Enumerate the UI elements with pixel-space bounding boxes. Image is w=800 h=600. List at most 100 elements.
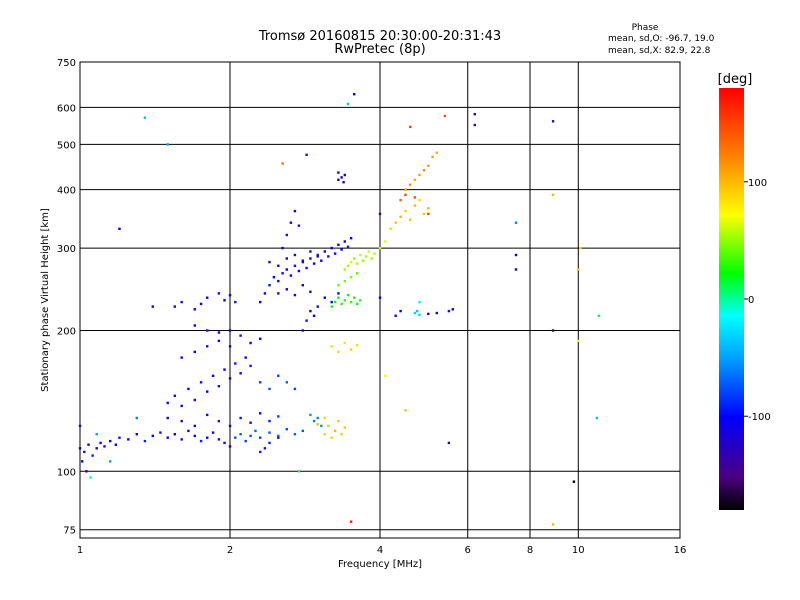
data-point <box>268 260 271 264</box>
data-point <box>378 212 382 216</box>
data-point <box>244 356 247 359</box>
data-point <box>259 337 262 340</box>
data-point <box>327 255 330 258</box>
data-point <box>234 300 237 304</box>
data-point <box>223 299 226 302</box>
data-point <box>597 314 601 317</box>
data-point <box>281 272 284 275</box>
data-point <box>89 476 92 479</box>
x-tick-label: 6 <box>465 545 471 556</box>
y-tick-label: 100 <box>57 467 76 478</box>
data-point <box>399 198 402 202</box>
data-point <box>337 171 340 174</box>
data-point <box>223 441 226 445</box>
data-point <box>180 356 183 359</box>
data-point <box>277 292 280 295</box>
data-point <box>418 300 421 304</box>
data-point <box>418 173 421 177</box>
colorbar-label: [deg] <box>718 72 753 87</box>
data-point <box>422 169 426 172</box>
data-point <box>193 324 196 327</box>
data-point <box>293 433 297 436</box>
data-point <box>99 441 102 445</box>
data-point <box>228 293 232 297</box>
data-point <box>127 438 130 441</box>
data-point <box>323 433 326 436</box>
data-point <box>447 309 451 313</box>
data-point <box>367 250 371 253</box>
data-point <box>217 419 221 423</box>
data-point <box>427 207 430 210</box>
data-point <box>166 416 169 420</box>
data-point <box>422 212 426 216</box>
data-point <box>285 381 288 384</box>
data-point <box>239 416 242 420</box>
data-point <box>180 300 183 304</box>
data-point <box>330 345 333 348</box>
data-point <box>151 434 154 438</box>
data-point <box>293 253 297 257</box>
data-point <box>228 377 232 380</box>
data-point <box>316 255 319 258</box>
data-point <box>443 114 447 118</box>
data-point <box>281 246 284 250</box>
data-point <box>330 246 333 250</box>
data-point <box>206 296 209 299</box>
data-point <box>435 311 438 315</box>
data-point <box>297 224 301 227</box>
data-point <box>346 102 350 106</box>
data-point <box>316 416 319 420</box>
data-point <box>404 193 407 196</box>
data-point <box>551 120 555 123</box>
data-point <box>333 252 337 255</box>
data-point <box>409 125 412 129</box>
data-point <box>249 364 252 368</box>
data-point <box>346 245 350 248</box>
data-point <box>343 426 346 429</box>
data-point <box>342 181 345 184</box>
data-point <box>349 300 353 304</box>
data-point <box>211 374 215 377</box>
x-tick-label: 4 <box>377 545 383 556</box>
data-point <box>343 268 346 271</box>
data-point <box>301 429 304 433</box>
colorbar-tick-label: 0 <box>748 295 754 306</box>
data-point <box>309 250 312 253</box>
data-point <box>228 445 232 448</box>
data-point <box>309 290 312 293</box>
data-point <box>285 233 288 237</box>
data-point <box>356 262 359 265</box>
data-point <box>239 334 242 337</box>
data-point <box>135 433 138 436</box>
data-point <box>404 209 407 213</box>
data-point <box>413 196 417 199</box>
y-tick-label: 750 <box>57 58 76 69</box>
data-point <box>551 193 555 196</box>
data-point <box>109 439 112 443</box>
data-point <box>277 434 280 438</box>
data-point <box>193 434 196 438</box>
x-tick-label: 16 <box>674 545 687 556</box>
data-point <box>285 428 288 431</box>
data-point <box>394 221 397 224</box>
data-point <box>389 227 392 230</box>
data-point <box>356 302 359 306</box>
data-point <box>427 312 430 316</box>
data-point <box>173 305 176 308</box>
data-point <box>343 299 346 302</box>
data-point <box>404 188 407 191</box>
data-point <box>435 151 438 154</box>
data-point <box>95 433 98 436</box>
data-points <box>78 93 601 526</box>
data-point <box>413 311 417 315</box>
data-point <box>268 419 271 423</box>
data-point <box>135 416 138 420</box>
data-point <box>199 302 203 306</box>
data-point <box>285 288 288 291</box>
data-point <box>91 454 94 457</box>
data-point <box>259 450 262 454</box>
plot-area: 1 2 4 6 8 10 16 75 100 200 300 400 500 600 750 <box>57 58 686 556</box>
data-point <box>297 470 301 473</box>
data-point <box>268 284 271 287</box>
data-point <box>359 253 362 257</box>
